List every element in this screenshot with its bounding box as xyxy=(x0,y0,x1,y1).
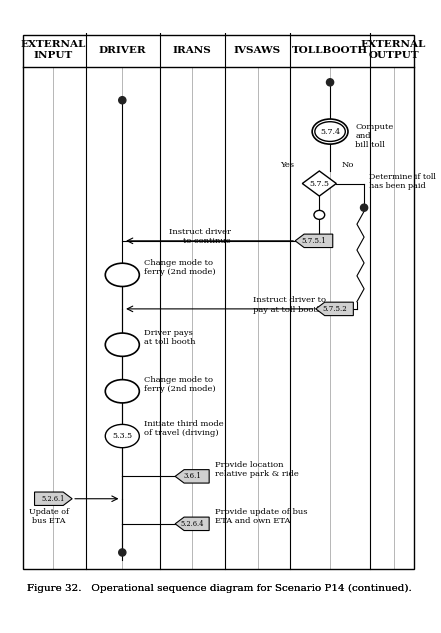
Text: EXTERNAL
OUTPUT: EXTERNAL OUTPUT xyxy=(361,41,426,60)
Circle shape xyxy=(360,204,368,211)
Text: Change mode to
ferry (2nd mode): Change mode to ferry (2nd mode) xyxy=(144,259,215,276)
Text: 5.7.5: 5.7.5 xyxy=(309,180,329,187)
Text: 5.7.5.1: 5.7.5.1 xyxy=(302,237,326,245)
Text: Driver pays
at toll booth: Driver pays at toll booth xyxy=(144,329,195,346)
Polygon shape xyxy=(34,492,72,506)
Ellipse shape xyxy=(314,210,325,219)
Text: Compute
and
bill toll: Compute and bill toll xyxy=(355,123,393,149)
Text: Initiate third mode
of travel (driving): Initiate third mode of travel (driving) xyxy=(144,420,224,437)
Circle shape xyxy=(326,78,334,86)
Text: Provide update of bus
ETA and own ETA: Provide update of bus ETA and own ETA xyxy=(214,508,307,525)
Text: 5.2.6.1: 5.2.6.1 xyxy=(41,495,65,503)
Text: 5.7.5.2: 5.7.5.2 xyxy=(322,305,347,313)
Polygon shape xyxy=(175,517,209,530)
Text: Yes: Yes xyxy=(280,161,294,169)
Text: 5.3.5: 5.3.5 xyxy=(112,432,132,440)
Text: Provide location
relative park & ride: Provide location relative park & ride xyxy=(214,461,298,478)
Text: No: No xyxy=(342,161,354,169)
Text: EXTERNAL
INPUT: EXTERNAL INPUT xyxy=(21,41,86,60)
Text: IVSAWS: IVSAWS xyxy=(234,46,281,54)
Text: Update of
bus ETA: Update of bus ETA xyxy=(29,508,69,525)
Text: DRIVER: DRIVER xyxy=(98,46,146,54)
Ellipse shape xyxy=(105,333,139,356)
Polygon shape xyxy=(302,171,336,196)
Polygon shape xyxy=(175,470,209,483)
Text: Change mode to
ferry (2nd mode): Change mode to ferry (2nd mode) xyxy=(144,375,215,392)
Polygon shape xyxy=(295,234,333,248)
Text: IRANS: IRANS xyxy=(173,46,212,54)
Ellipse shape xyxy=(105,424,139,448)
Circle shape xyxy=(119,97,126,104)
Text: 5.2.6.4: 5.2.6.4 xyxy=(180,520,204,528)
Text: TOLLBOOTH: TOLLBOOTH xyxy=(292,46,368,54)
Polygon shape xyxy=(316,302,353,316)
Text: Determine if toll
has been paid: Determine if toll has been paid xyxy=(369,173,435,191)
Circle shape xyxy=(119,549,126,556)
Ellipse shape xyxy=(312,119,348,144)
Text: Instruct driver to
pay at toll booth: Instruct driver to pay at toll booth xyxy=(253,296,326,313)
Text: Instruct driver
to continue: Instruct driver to continue xyxy=(168,229,231,246)
Ellipse shape xyxy=(315,122,345,141)
Ellipse shape xyxy=(105,380,139,403)
Ellipse shape xyxy=(105,263,139,287)
Text: Figure 32.   Operational sequence diagram for Scenario P14 (continued).: Figure 32. Operational sequence diagram … xyxy=(26,584,411,593)
Text: 3.6.1: 3.6.1 xyxy=(183,472,201,480)
Text: 5.7.4: 5.7.4 xyxy=(320,128,340,135)
Text: Figure 32.   Operational sequence diagram for Scenario P14 (continued).: Figure 32. Operational sequence diagram … xyxy=(26,584,411,593)
